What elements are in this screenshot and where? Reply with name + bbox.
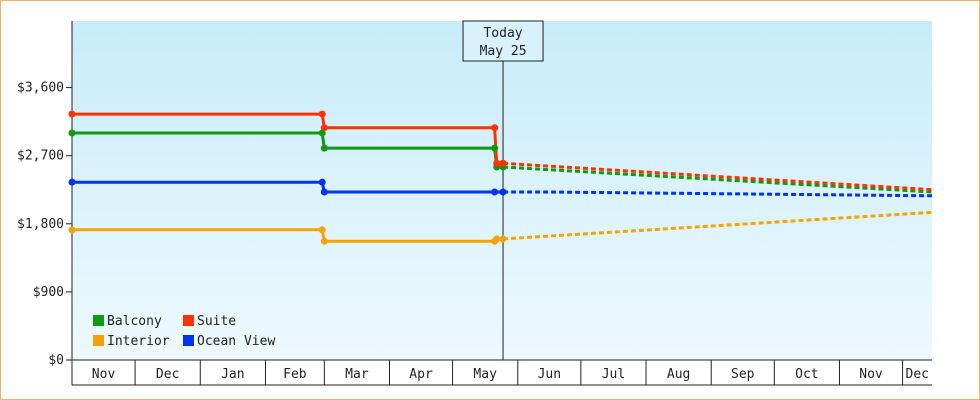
point-suite-3 — [491, 124, 499, 132]
month-label-aug-9: Aug — [667, 367, 690, 382]
month-label-sep-10: Sep — [731, 367, 755, 382]
point-ocean-view-4 — [499, 188, 507, 196]
y-tick-label-2700: $2,700 — [17, 149, 64, 164]
point-interior-2 — [320, 237, 328, 245]
point-ocean-view-1 — [318, 178, 326, 186]
month-label-dec-1: Dec — [156, 367, 179, 382]
month-label-feb-3: Feb — [283, 367, 307, 382]
legend-swatch-ocean-view — [183, 335, 194, 346]
series-lines — [68, 110, 933, 245]
point-interior-1 — [318, 226, 326, 234]
month-label-jan-2: Jan — [221, 367, 244, 382]
month-label-nov-0: Nov — [92, 367, 116, 382]
point-interior-5 — [499, 235, 507, 243]
today-marker: Today May 25 — [462, 20, 544, 360]
point-suite-1 — [318, 110, 326, 118]
y-tick-label-3600: $3,600 — [17, 81, 64, 96]
point-interior-4 — [493, 235, 501, 243]
month-label-mar-4: Mar — [345, 367, 369, 382]
y-tick-label-900: $900 — [33, 285, 64, 300]
y-tick-label-0: $0 — [48, 353, 64, 368]
month-label-nov-12: Nov — [859, 367, 883, 382]
month-label-jun-7: Jun — [538, 367, 561, 382]
today-date: May 25 — [480, 44, 527, 59]
legend: Balcony Suite Interior Ocean View — [93, 314, 275, 349]
legend-swatch-suite — [183, 315, 194, 326]
legend-label-balcony: Balcony — [107, 314, 162, 329]
today-label: Today — [483, 26, 522, 41]
legend-label-ocean-view: Ocean View — [197, 334, 275, 349]
legend-swatch-balcony — [93, 315, 104, 326]
point-ocean-view-0 — [68, 178, 76, 186]
point-balcony-3 — [491, 144, 499, 152]
month-label-jul-8: Jul — [602, 367, 625, 382]
point-suite-2 — [320, 124, 328, 132]
month-label-apr-5: Apr — [409, 367, 433, 382]
point-suite-4 — [493, 159, 501, 167]
point-ocean-view-2 — [320, 188, 328, 196]
month-label-oct-11: Oct — [795, 367, 818, 382]
legend-label-suite: Suite — [197, 314, 236, 329]
point-interior-0 — [68, 226, 76, 234]
point-ocean-view-3 — [491, 188, 499, 196]
month-label-may-6: May — [473, 367, 497, 382]
point-suite-0 — [68, 110, 76, 118]
legend-swatch-interior — [93, 335, 104, 346]
point-balcony-0 — [68, 129, 76, 137]
y-tick-label-1800: $1,800 — [17, 217, 64, 232]
point-balcony-2 — [320, 144, 328, 152]
y-axis: $0 $900 $1,800 $2,700 $3,600 — [17, 21, 73, 368]
x-axis: Nov Dec Jan Feb Mar Apr May Jun Jul Aug Sep Oct Nov D… — [71, 359, 932, 386]
point-suite-5 — [499, 159, 507, 167]
legend-label-interior: Interior — [107, 334, 170, 349]
forecast-line-ocean-view — [503, 190, 933, 198]
today-box — [462, 20, 544, 62]
month-label-dec-13: Dec — [906, 367, 929, 382]
point-balcony-1 — [318, 129, 326, 137]
